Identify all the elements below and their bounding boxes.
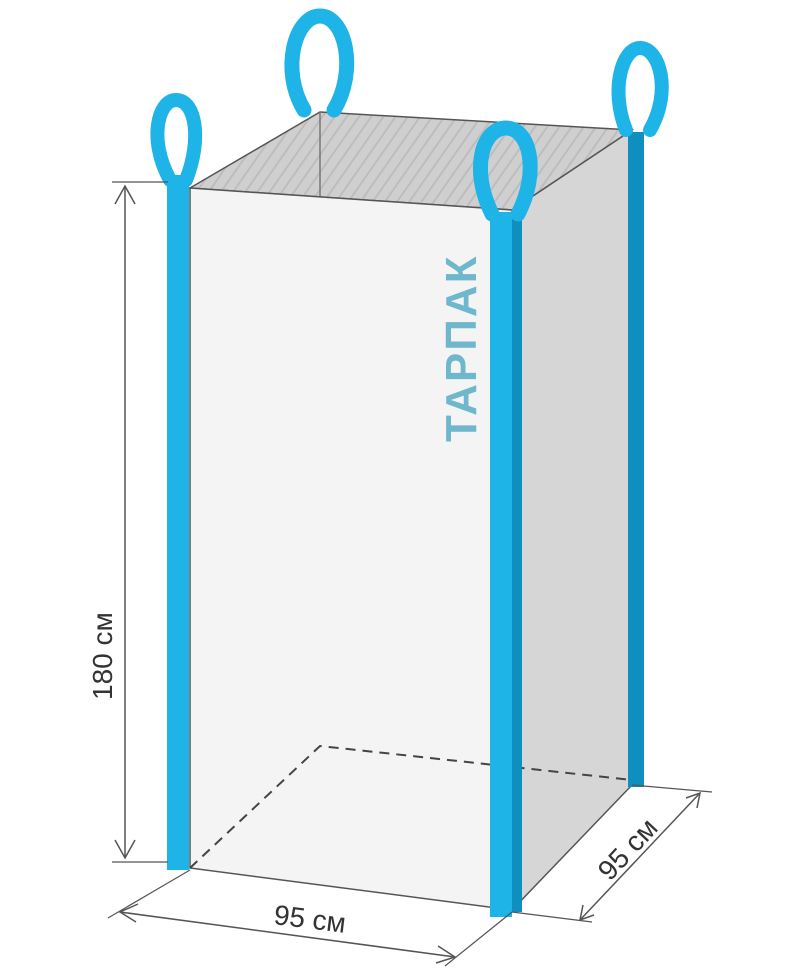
strap-back-right bbox=[628, 132, 644, 787]
strap-front-left bbox=[167, 175, 189, 870]
loop-back-left-icon bbox=[284, 8, 355, 118]
width-dimension-line bbox=[119, 911, 456, 958]
height-arrow-bottom-icon bbox=[114, 839, 136, 860]
depth-extension-bottom bbox=[511, 911, 593, 923]
width-extension-right bbox=[444, 911, 513, 967]
depth-dimension-line bbox=[579, 792, 701, 921]
brand-logo-text: ТАРПАК bbox=[437, 255, 486, 442]
depth-extension-top bbox=[631, 784, 713, 793]
strap-front-right-shade bbox=[512, 212, 522, 912]
bag-side-face bbox=[511, 128, 633, 912]
loop-back-right-icon bbox=[611, 40, 669, 137]
width-arrow-right-icon bbox=[435, 945, 457, 964]
width-arrow-left-icon bbox=[118, 903, 139, 923]
height-arrow-top-icon bbox=[114, 184, 136, 205]
hidden-bottom-edges bbox=[189, 744, 633, 869]
width-label: 95 см bbox=[272, 899, 347, 939]
depth-label: 95 см bbox=[592, 812, 664, 886]
loop-front-right-icon bbox=[472, 120, 538, 222]
loop-front-left-icon bbox=[150, 92, 203, 187]
height-label: 180 см bbox=[87, 612, 118, 700]
width-extension-left bbox=[107, 869, 191, 919]
strap-front-right bbox=[490, 212, 512, 917]
depth-arrow-bottom-icon bbox=[579, 904, 595, 922]
depth-arrow-top-icon bbox=[685, 791, 701, 809]
